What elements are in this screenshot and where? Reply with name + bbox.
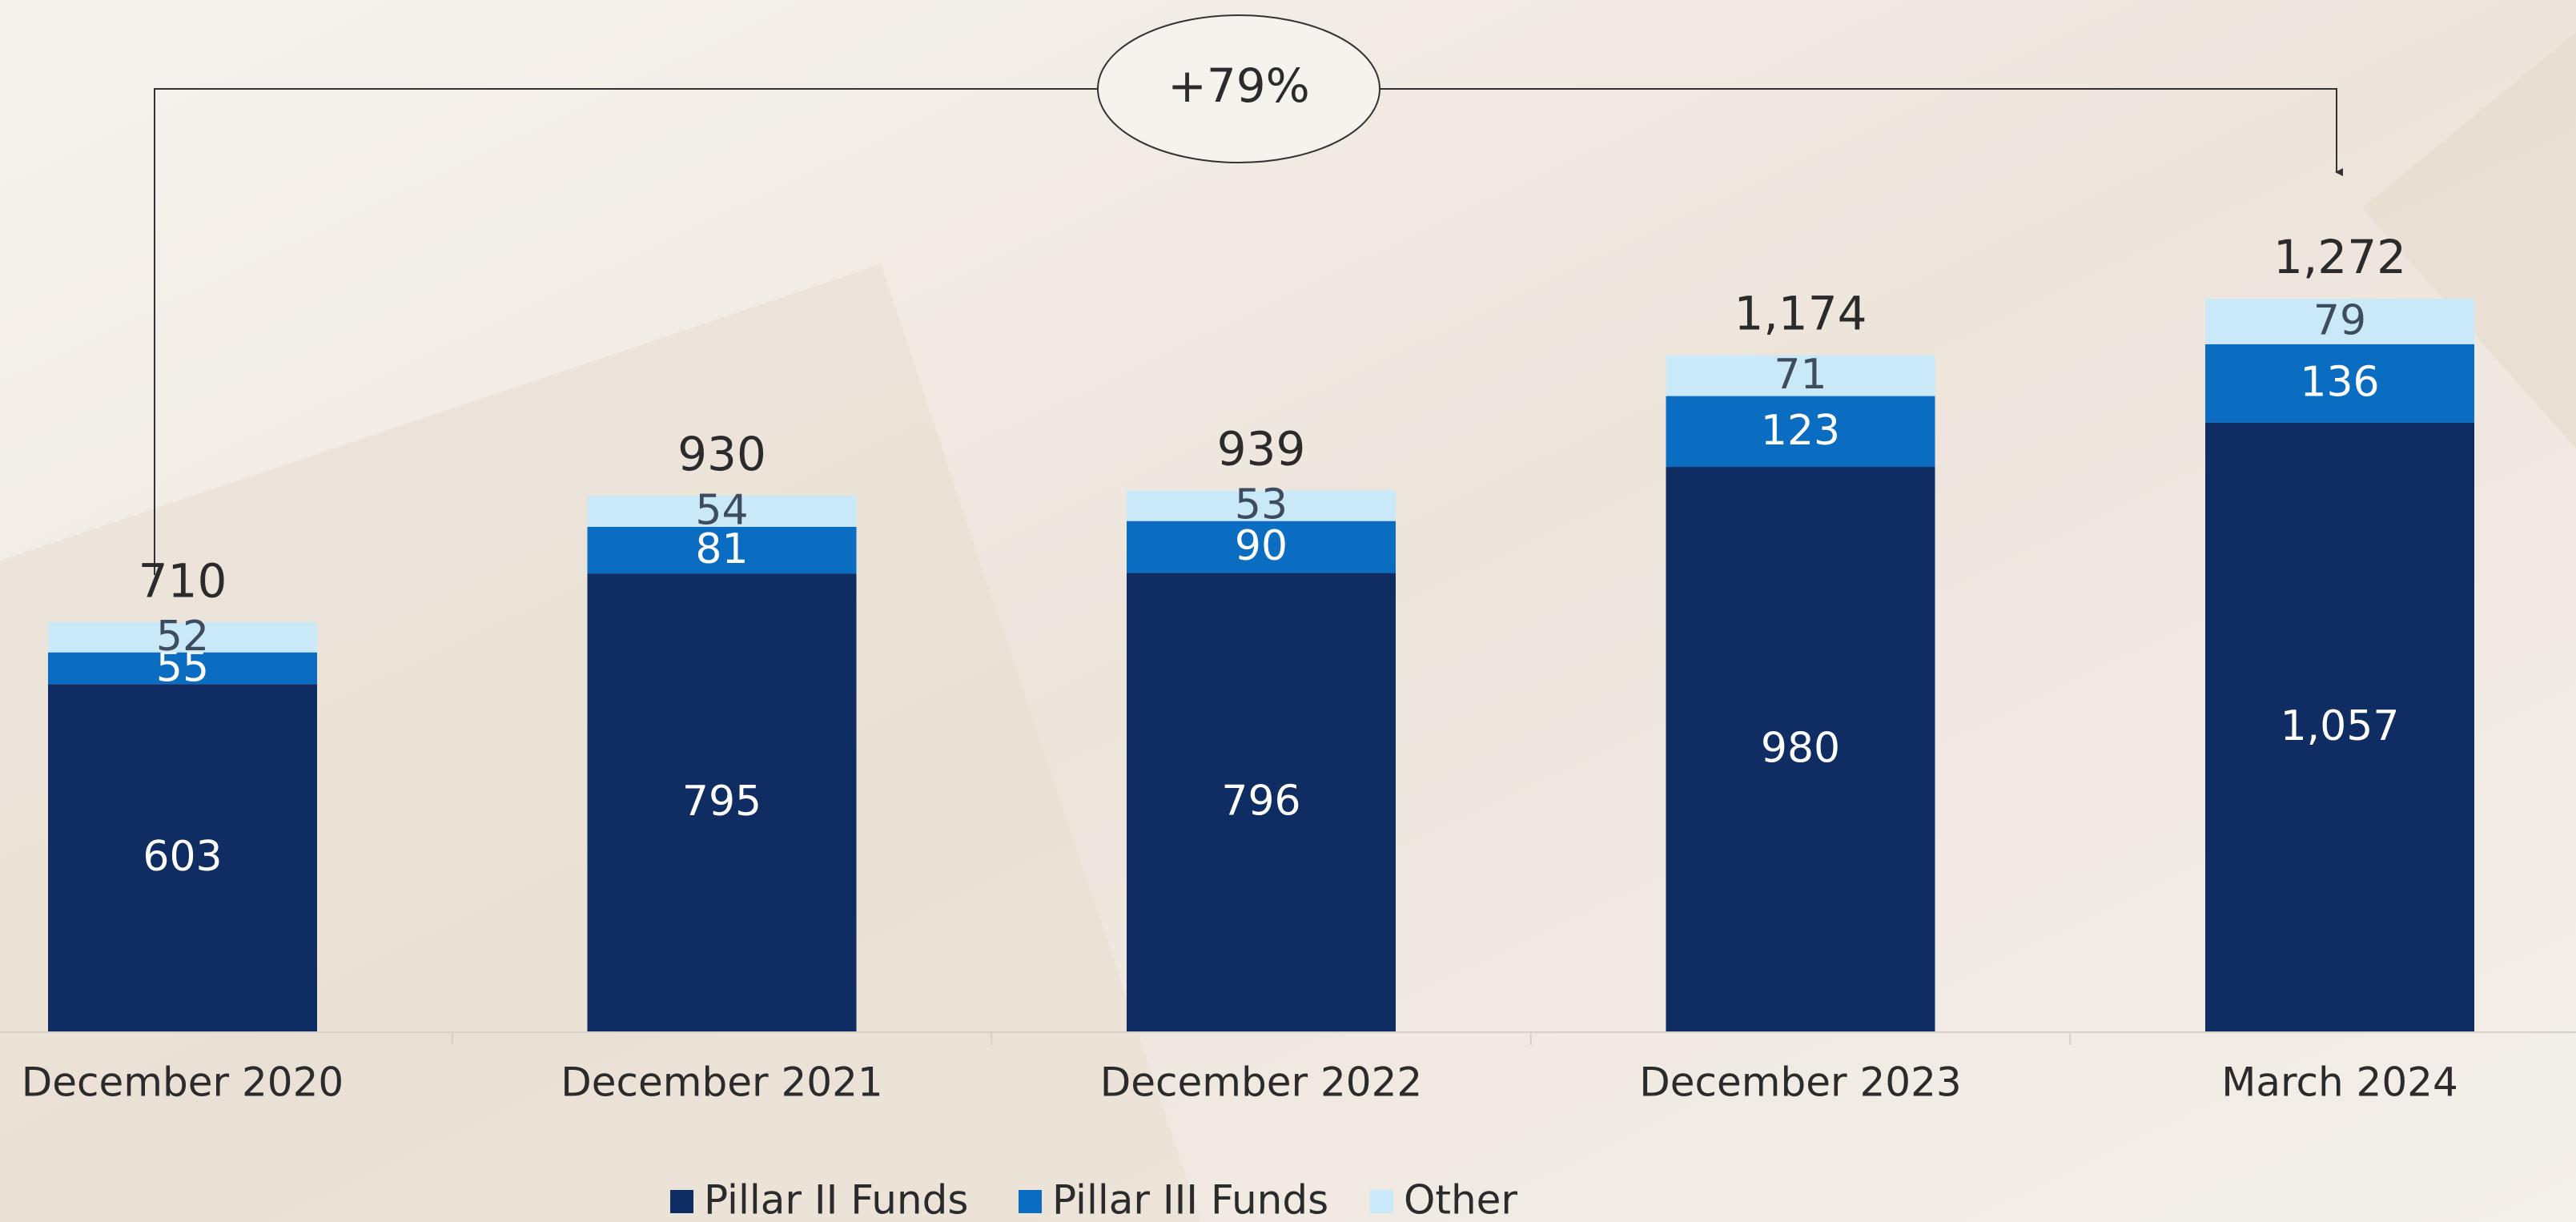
legend-label: Pillar III Funds bbox=[1052, 1177, 1328, 1222]
annotation-arrow bbox=[1380, 88, 2343, 176]
value-label: 79 bbox=[2313, 296, 2366, 344]
bar-segment bbox=[1666, 396, 1935, 468]
value-label: 53 bbox=[1235, 481, 1288, 529]
bar-segment bbox=[48, 684, 317, 1031]
total-label: 710 bbox=[139, 553, 227, 608]
value-label: 71 bbox=[1774, 351, 1827, 399]
x-tick-label: December 2022 bbox=[1100, 1059, 1422, 1106]
value-label: 795 bbox=[682, 778, 762, 826]
annotation-ellipse bbox=[1097, 14, 1380, 163]
bar-segment bbox=[48, 622, 317, 653]
value-label: 1,057 bbox=[2281, 702, 2400, 750]
value-label: 90 bbox=[1235, 522, 1288, 570]
annotation: +79% bbox=[154, 14, 2343, 575]
bar-segment bbox=[1127, 490, 1396, 521]
bar-segment bbox=[1127, 521, 1396, 573]
legend-swatch bbox=[670, 1190, 693, 1213]
x-tick-label: December 2021 bbox=[561, 1059, 882, 1106]
value-label: 81 bbox=[695, 525, 748, 573]
x-tick-label: December 2020 bbox=[22, 1059, 344, 1106]
value-label: 980 bbox=[1761, 725, 1840, 773]
value-label: 603 bbox=[143, 833, 222, 881]
x-tick-label: March 2024 bbox=[2221, 1059, 2458, 1106]
total-label: 939 bbox=[1217, 422, 1306, 476]
annotation-line bbox=[154, 88, 1098, 575]
value-label: 52 bbox=[156, 613, 209, 661]
x-tick-label: December 2023 bbox=[1639, 1059, 1961, 1106]
bar-segment bbox=[1666, 467, 1935, 1031]
total-label: 1,174 bbox=[1734, 287, 1867, 341]
bar-segment bbox=[587, 526, 857, 574]
bar-segment bbox=[587, 573, 857, 1031]
value-label: 123 bbox=[1761, 407, 1840, 455]
bar-segment bbox=[587, 496, 857, 527]
total-label: 1,272 bbox=[2273, 230, 2406, 284]
bar-segment bbox=[48, 652, 317, 685]
value-label: 136 bbox=[2300, 359, 2379, 407]
legend-label: Pillar II Funds bbox=[704, 1177, 968, 1222]
bar-segment bbox=[2205, 422, 2474, 1031]
legend-swatch bbox=[1019, 1190, 1042, 1213]
legend-swatch bbox=[1370, 1190, 1393, 1213]
bar-segment bbox=[1127, 573, 1396, 1031]
background-building bbox=[2362, 32, 2576, 448]
annotation-text: +79% bbox=[1167, 58, 1310, 113]
bar-segment bbox=[2205, 299, 2474, 344]
bar-segment bbox=[2205, 344, 2474, 423]
value-label: 796 bbox=[1221, 778, 1300, 826]
total-label: 930 bbox=[677, 427, 766, 481]
legend-label: Other bbox=[1404, 1177, 1517, 1222]
value-label: 54 bbox=[695, 486, 748, 534]
bar-segment bbox=[1666, 355, 1935, 396]
